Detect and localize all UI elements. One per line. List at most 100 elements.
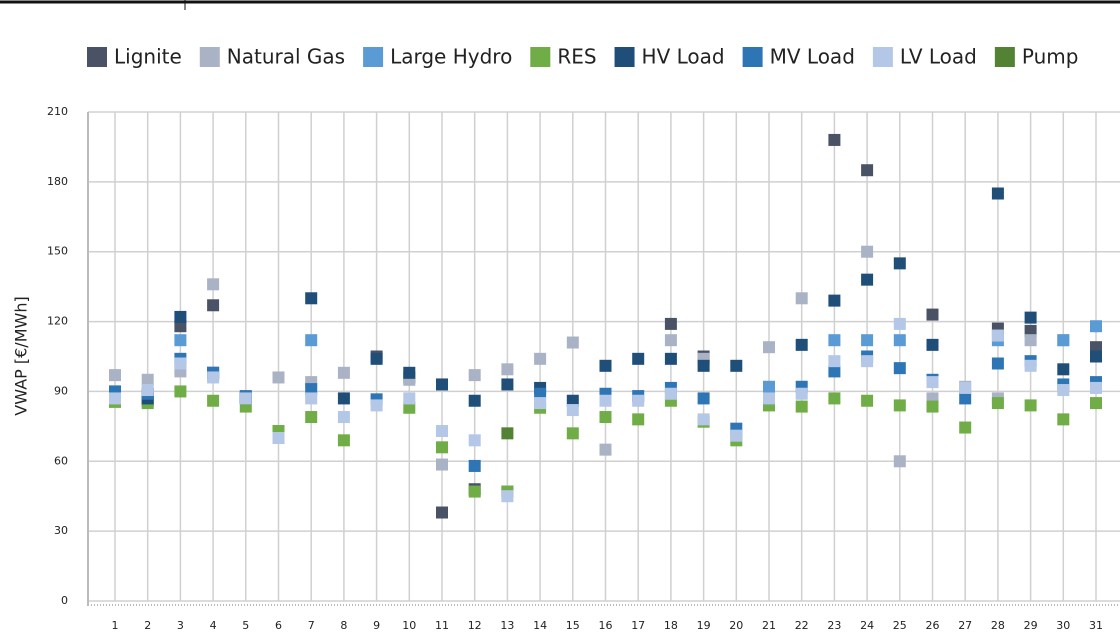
point <box>501 490 514 503</box>
x-tick-label: 17 <box>631 619 645 632</box>
point <box>1090 381 1102 394</box>
point <box>1057 363 1070 376</box>
legend-swatch <box>614 47 635 67</box>
point <box>1024 324 1037 337</box>
x-tick-label: 15 <box>566 619 580 632</box>
y-tick-label: 180 <box>47 175 68 188</box>
point <box>403 392 416 405</box>
point <box>305 392 318 405</box>
x-tick-label: 21 <box>762 619 776 632</box>
point <box>207 371 220 384</box>
x-tick-label: 20 <box>729 619 743 632</box>
point <box>1024 359 1037 372</box>
x-tick-label: 26 <box>926 619 940 632</box>
legend-swatch <box>994 47 1015 67</box>
point <box>828 133 841 146</box>
point <box>534 387 547 400</box>
y-tick-label: 60 <box>54 454 68 467</box>
point <box>403 401 416 414</box>
legend-swatch <box>363 47 384 67</box>
point <box>436 425 448 438</box>
point <box>1057 334 1070 347</box>
point <box>109 369 121 382</box>
x-tick-label: 12 <box>468 619 482 632</box>
point <box>174 334 187 347</box>
y-tick-label: 120 <box>47 315 68 328</box>
point <box>861 273 874 286</box>
x-tick-label: 8 <box>340 619 347 632</box>
x-tick-label: 29 <box>1024 619 1038 632</box>
point <box>632 352 645 365</box>
legend-label: Lignite <box>114 45 182 69</box>
x-tick-label: 1 <box>112 619 119 632</box>
point <box>697 392 710 405</box>
point <box>403 366 416 379</box>
legend-swatch <box>530 47 551 67</box>
legend-label: MV Load <box>770 45 855 69</box>
point <box>959 381 972 394</box>
x-tick-label: 11 <box>435 619 449 632</box>
point <box>501 378 514 391</box>
x-tick-label: 5 <box>242 619 249 632</box>
point <box>828 392 841 405</box>
point <box>272 432 285 444</box>
point <box>141 384 154 397</box>
point <box>893 334 906 347</box>
point <box>1090 350 1102 363</box>
x-tick-label: 24 <box>860 619 874 632</box>
point <box>795 338 808 351</box>
point <box>436 458 448 471</box>
point <box>959 421 972 434</box>
point <box>1090 341 1102 354</box>
point <box>337 434 350 447</box>
point <box>926 400 939 413</box>
point <box>861 164 874 177</box>
point <box>861 245 874 258</box>
point <box>730 359 743 372</box>
x-tick-label: 23 <box>827 619 841 632</box>
y-axis-label: VWAP [€/MWh] <box>12 296 31 415</box>
x-tick-label: 14 <box>533 619 547 632</box>
x-tick-label: 27 <box>958 619 972 632</box>
point <box>926 308 939 321</box>
point <box>1024 334 1037 347</box>
point <box>861 334 874 347</box>
point <box>1090 397 1102 410</box>
point <box>566 336 579 349</box>
x-tick-label: 28 <box>991 619 1005 632</box>
x-tick-label: 31 <box>1089 619 1103 632</box>
point <box>109 392 121 405</box>
point <box>337 411 350 424</box>
x-tick-label: 16 <box>599 619 613 632</box>
x-tick-label: 18 <box>664 619 678 632</box>
point <box>795 400 808 413</box>
point <box>664 317 677 330</box>
point <box>763 380 775 393</box>
point <box>893 317 906 330</box>
legend-label: RES <box>557 45 596 69</box>
point <box>959 392 972 405</box>
point <box>632 394 645 407</box>
point <box>599 359 612 372</box>
point <box>730 429 743 442</box>
legend-swatch <box>872 47 893 67</box>
point <box>468 459 481 472</box>
point <box>174 320 187 333</box>
legend-swatch <box>742 47 763 67</box>
x-tick-label: 9 <box>373 619 380 632</box>
point <box>926 338 939 351</box>
point <box>828 334 841 347</box>
point <box>828 365 841 378</box>
point <box>272 371 285 384</box>
legend-label: Large Hydro <box>390 45 512 69</box>
point <box>207 299 220 312</box>
point <box>893 257 906 270</box>
point <box>1057 384 1070 397</box>
y-tick-label: 150 <box>47 245 68 258</box>
point <box>795 387 808 400</box>
point <box>599 394 612 407</box>
point <box>697 413 710 426</box>
point <box>468 369 481 382</box>
y-tick-label: 210 <box>47 105 68 118</box>
